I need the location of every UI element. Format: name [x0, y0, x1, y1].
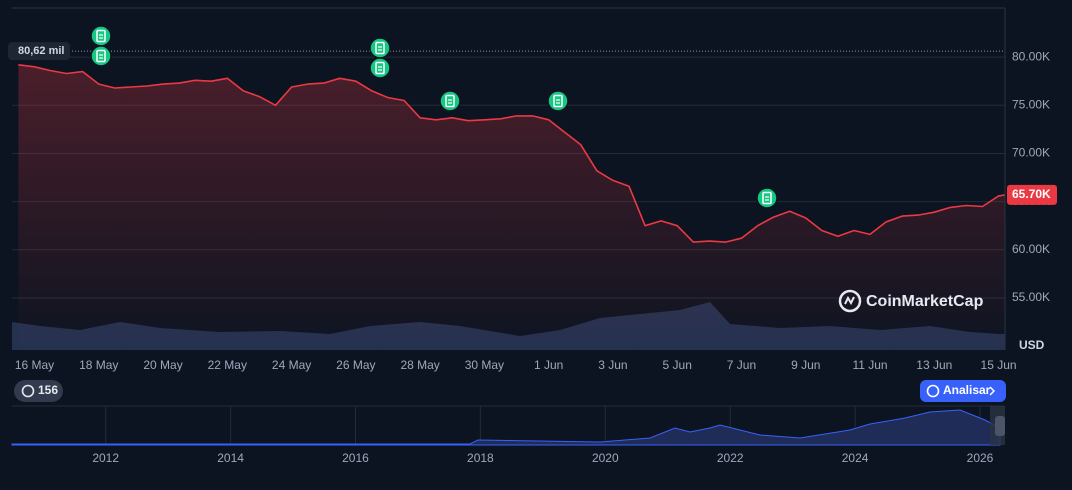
y-tick-label: 70.00K: [1012, 146, 1050, 160]
high-label: 80,62 mil: [18, 45, 64, 57]
y-tick-label: 55.00K: [1012, 290, 1050, 304]
y-tick-label: 60.00K: [1012, 242, 1050, 256]
x-tick-label: 18 May: [79, 358, 118, 372]
x-tick-label: 1 Jun: [534, 358, 563, 372]
history-count: 156: [38, 383, 58, 397]
x-tick-label: 22 May: [208, 358, 247, 372]
price-area: [18, 64, 1005, 351]
event-icon[interactable]: [369, 37, 391, 59]
analyze-button[interactable]: Analisar: [920, 380, 1006, 402]
event-icon[interactable]: [439, 90, 461, 112]
navigator-tick-label: 2024: [842, 451, 869, 465]
event-icon[interactable]: [90, 25, 112, 47]
event-icon[interactable]: [756, 187, 778, 209]
price-label: 65.70K: [1012, 187, 1051, 201]
history-badge[interactable]: 156: [14, 380, 63, 402]
y-unit: USD: [1019, 338, 1045, 352]
navigator-tick-label: 2020: [592, 451, 619, 465]
navigator-area: [11, 409, 1001, 446]
x-tick-label: 28 May: [400, 358, 439, 372]
y-tick-label: 80.00K: [1012, 49, 1050, 63]
event-icon[interactable]: [90, 45, 112, 67]
high-label-bg: [8, 42, 70, 61]
x-tick-label: 11 Jun: [852, 358, 887, 372]
x-tick-label: 30 May: [465, 358, 504, 372]
y-tick-label: 75.00K: [1012, 97, 1050, 111]
x-tick-label: 3 Jun: [598, 358, 627, 372]
x-tick-label: 26 May: [336, 358, 375, 372]
x-tick-label: 13 Jun: [916, 358, 952, 372]
navigator-handle[interactable]: [995, 416, 1005, 436]
price-line: [18, 64, 1006, 243]
event-icon[interactable]: [547, 90, 569, 112]
analyze-label: Analisar: [943, 383, 991, 397]
navigator-tick-label: 2012: [92, 451, 119, 465]
navigator-tick-label: 2018: [467, 451, 494, 465]
x-tick-label: 20 May: [143, 358, 182, 372]
navigator-tick-label: 2016: [342, 451, 369, 465]
x-tick-label: 15 Jun: [981, 358, 1017, 372]
navigator-tick-label: 2022: [717, 451, 744, 465]
x-tick-label: 7 Jun: [727, 358, 756, 372]
x-tick-label: 5 Jun: [663, 358, 692, 372]
price-label-bg: [1007, 184, 1057, 205]
x-tick-label: 16 May: [15, 358, 54, 372]
navigator-tick-label: 2014: [217, 451, 244, 465]
event-icon[interactable]: [369, 57, 391, 79]
watermark: CoinMarketCap: [838, 289, 984, 313]
watermark-text: CoinMarketCap: [866, 293, 984, 310]
x-tick-label: 24 May: [272, 358, 311, 372]
x-tick-label: 9 Jun: [791, 358, 820, 372]
navigator-tick-label: 2026: [967, 451, 994, 465]
